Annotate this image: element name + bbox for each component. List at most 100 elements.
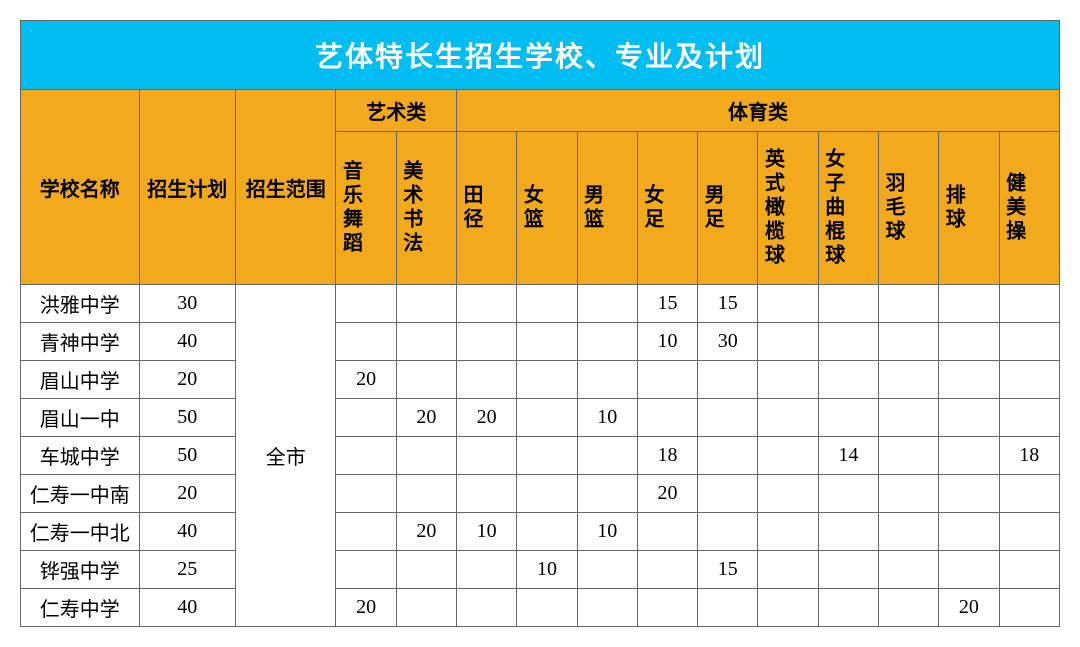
cell-aerobics xyxy=(999,475,1059,513)
cell-art-calligraphy xyxy=(396,475,456,513)
cell-volleyball xyxy=(939,399,999,437)
cell-plan: 20 xyxy=(139,361,235,399)
cell-music-dance: 20 xyxy=(336,361,396,399)
cell-w-hockey: 14 xyxy=(818,437,878,475)
cell-music-dance: 20 xyxy=(336,589,396,627)
cell-m-basketball xyxy=(577,551,637,589)
cell-badminton xyxy=(879,513,939,551)
cell-badminton xyxy=(879,437,939,475)
cell-music-dance xyxy=(336,437,396,475)
cell-rugby xyxy=(758,513,818,551)
header-school: 学校名称 xyxy=(21,90,140,285)
cell-volleyball xyxy=(939,361,999,399)
cell-rugby xyxy=(758,399,818,437)
cell-w-basketball xyxy=(517,437,577,475)
cell-track xyxy=(457,437,517,475)
header-scope: 招生范围 xyxy=(236,90,336,285)
cell-w-basketball xyxy=(517,513,577,551)
cell-art-calligraphy xyxy=(396,589,456,627)
cell-m-football: 15 xyxy=(698,285,758,323)
cell-w-hockey xyxy=(818,475,878,513)
cell-w-hockey xyxy=(818,513,878,551)
table-title: 艺体特长生招生学校、专业及计划 xyxy=(21,21,1060,90)
cell-w-basketball xyxy=(517,285,577,323)
cell-rugby xyxy=(758,589,818,627)
cell-aerobics xyxy=(999,361,1059,399)
cell-rugby xyxy=(758,437,818,475)
cell-w-football: 20 xyxy=(637,475,697,513)
cell-badminton xyxy=(879,361,939,399)
cell-school: 青神中学 xyxy=(21,323,140,361)
header-music-dance: 音乐舞蹈 xyxy=(338,138,362,278)
cell-m-football: 30 xyxy=(698,323,758,361)
header-art-calligraphy: 美术书法 xyxy=(399,138,423,278)
table-title-row: 艺体特长生招生学校、专业及计划 xyxy=(21,21,1060,90)
cell-m-football xyxy=(698,513,758,551)
table-row: 洪雅中学30全市1515 xyxy=(21,285,1060,323)
cell-art-calligraphy xyxy=(396,361,456,399)
cell-m-basketball: 10 xyxy=(577,513,637,551)
cell-volleyball: 20 xyxy=(939,589,999,627)
cell-w-football xyxy=(637,589,697,627)
cell-aerobics xyxy=(999,589,1059,627)
cell-w-hockey xyxy=(818,361,878,399)
cell-w-hockey xyxy=(818,551,878,589)
header-w-basketball: 女篮 xyxy=(519,138,543,278)
cell-track: 10 xyxy=(457,513,517,551)
cell-volleyball xyxy=(939,323,999,361)
cell-track: 20 xyxy=(457,399,517,437)
cell-music-dance xyxy=(336,285,396,323)
cell-track xyxy=(457,475,517,513)
cell-plan: 20 xyxy=(139,475,235,513)
cell-w-football: 15 xyxy=(637,285,697,323)
cell-m-basketball xyxy=(577,285,637,323)
cell-volleyball xyxy=(939,285,999,323)
cell-rugby xyxy=(758,551,818,589)
cell-school: 仁寿中学 xyxy=(21,589,140,627)
cell-w-football xyxy=(637,513,697,551)
cell-w-football xyxy=(637,361,697,399)
cell-m-football xyxy=(698,475,758,513)
cell-w-basketball xyxy=(517,475,577,513)
cell-art-calligraphy xyxy=(396,285,456,323)
header-w-hockey: 女子曲棍球 xyxy=(821,138,845,278)
cell-w-football: 18 xyxy=(637,437,697,475)
cell-w-basketball: 10 xyxy=(517,551,577,589)
cell-badminton xyxy=(879,285,939,323)
cell-w-hockey xyxy=(818,589,878,627)
cell-m-basketball: 10 xyxy=(577,399,637,437)
table-row: 仁寿中学40 20 20 xyxy=(21,589,1060,627)
cell-plan: 30 xyxy=(139,285,235,323)
cell-m-football xyxy=(698,437,758,475)
cell-rugby xyxy=(758,361,818,399)
table-row: 仁寿一中南2020 xyxy=(21,475,1060,513)
cell-m-basketball xyxy=(577,361,637,399)
header-plan: 招生计划 xyxy=(139,90,235,285)
cell-aerobics xyxy=(999,551,1059,589)
table-row: 铧强中学251015 xyxy=(21,551,1060,589)
cell-track xyxy=(457,323,517,361)
header-badminton: 羽毛球 xyxy=(881,138,905,278)
header-art-group: 艺术类 xyxy=(336,90,457,132)
cell-badminton xyxy=(879,475,939,513)
cell-w-basketball xyxy=(517,323,577,361)
cell-art-calligraphy: 20 xyxy=(396,513,456,551)
cell-plan: 40 xyxy=(139,589,235,627)
header-aerobics: 健美操 xyxy=(1002,138,1026,278)
table-row: 车城中学50181418 xyxy=(21,437,1060,475)
cell-school: 眉山一中 xyxy=(21,399,140,437)
cell-m-basketball xyxy=(577,475,637,513)
header-track: 田径 xyxy=(459,138,483,278)
cell-music-dance xyxy=(336,399,396,437)
cell-w-basketball xyxy=(517,589,577,627)
cell-school: 洪雅中学 xyxy=(21,285,140,323)
cell-music-dance xyxy=(336,323,396,361)
enrollment-table: 艺体特长生招生学校、专业及计划 学校名称 招生计划 招生范围 艺术类 体育类 音… xyxy=(20,20,1060,627)
header-rugby: 英式橄榄球 xyxy=(760,138,784,278)
cell-w-hockey xyxy=(818,399,878,437)
cell-art-calligraphy: 20 xyxy=(396,399,456,437)
cell-plan: 40 xyxy=(139,323,235,361)
cell-rugby xyxy=(758,475,818,513)
cell-m-football: 15 xyxy=(698,551,758,589)
cell-w-football xyxy=(637,551,697,589)
